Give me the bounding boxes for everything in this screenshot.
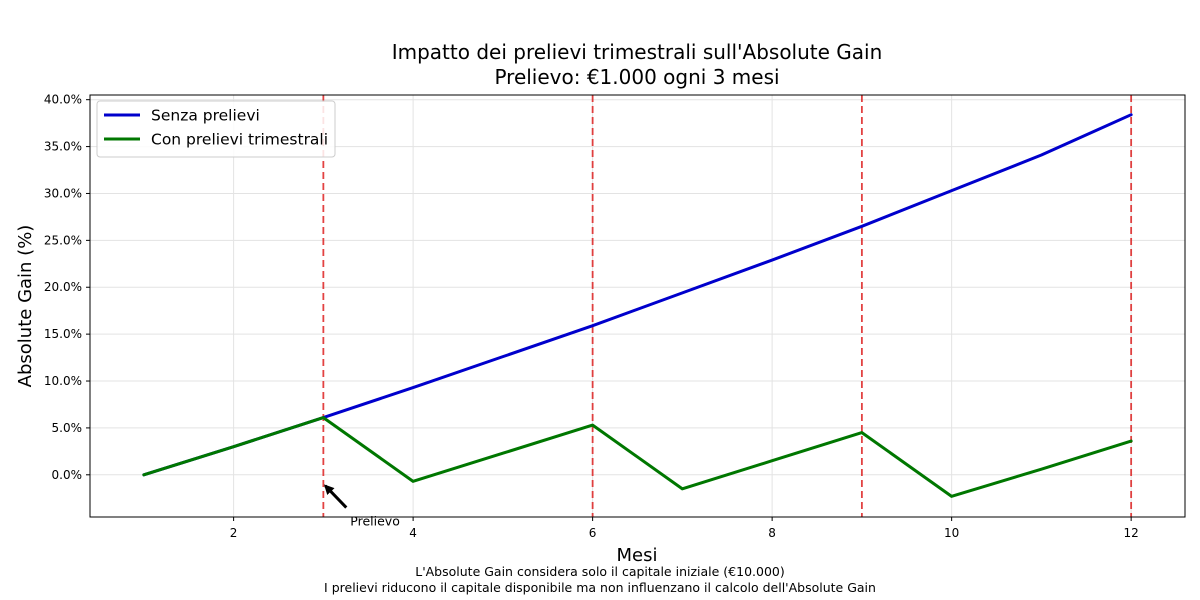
y-tick-label: 10.0%: [44, 374, 82, 388]
y-tick-label: 15.0%: [44, 327, 82, 341]
y-tick-label: 25.0%: [44, 233, 82, 247]
x-axis-label: Mesi: [617, 545, 658, 566]
x-tick-label: 8: [768, 526, 776, 540]
x-tick-label: 2: [230, 526, 238, 540]
annotations: Prelievo: [323, 484, 400, 529]
x-tick-label: 12: [1124, 526, 1139, 540]
axis-ticks: 2 4 6 8 10 12 0.0% 5.0% 10.0% 15.0% 20.0% 25.0% 30.0…: [44, 93, 1139, 540]
footnote-line2: I prelievi riducono il capitale disponib…: [324, 580, 876, 595]
y-tick-label: 35.0%: [44, 140, 82, 154]
chart-footnote: L'Absolute Gain considera solo il capita…: [0, 564, 1200, 596]
footnote-line1: L'Absolute Gain considera solo il capita…: [415, 564, 785, 579]
chart-title: Impatto dei prelievi trimestrali sull'Ab…: [0, 40, 1200, 90]
y-tick-label: 30.0%: [44, 186, 82, 200]
annotation-arrow: [323, 484, 348, 509]
legend-box: [96, 100, 336, 158]
grid: [90, 95, 1185, 517]
x-tick-label: 6: [589, 526, 597, 540]
y-tick-label: 20.0%: [44, 280, 82, 294]
legend-label-2: Con prelievi trimestrali: [151, 131, 328, 149]
legend-label-1: Senza prelievi: [151, 107, 260, 125]
chart-title-line1: Impatto dei prelievi trimestrali sull'Ab…: [391, 40, 883, 64]
y-tick-label: 0.0%: [52, 468, 83, 482]
series-lines: [142, 113, 1133, 498]
series-line-1: [142, 113, 1133, 477]
y-tick-label: 40.0%: [44, 93, 82, 107]
x-tick-label: 4: [409, 526, 417, 540]
annotation-label: Prelievo: [350, 514, 400, 529]
chart-title-line2: Prelievo: €1.000 ogni 3 mesi: [494, 65, 780, 89]
series-line-2: [142, 416, 1133, 498]
x-tick-label: 10: [944, 526, 959, 540]
y-axis-label: Absolute Gain (%): [15, 225, 36, 388]
withdrawal-markers: [322, 95, 1133, 517]
y-tick-label: 5.0%: [52, 421, 83, 435]
legend: Senza prelievi Con prelievi trimestrali: [96, 100, 336, 158]
plot-area: [89, 94, 1186, 518]
